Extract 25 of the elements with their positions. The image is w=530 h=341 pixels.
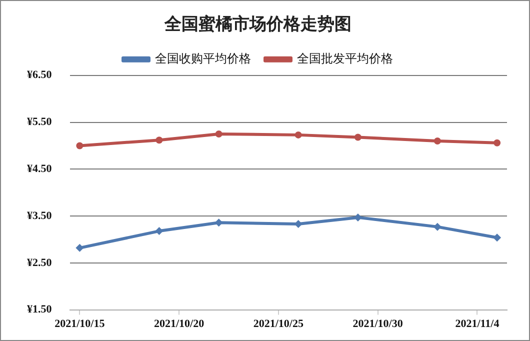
y-tick-label: ¥6.50 — [27, 69, 52, 82]
legend-label: 全国批发平均价格 — [297, 52, 393, 66]
point — [76, 142, 84, 150]
x-tick-label: 2021/11/4 — [455, 318, 500, 330]
x-tick-label: 2021/10/15 — [54, 318, 106, 330]
point — [354, 134, 362, 141]
y-tick-label: ¥4.50 — [27, 163, 52, 176]
point — [433, 222, 442, 231]
point — [156, 136, 163, 144]
chart-title: 全国蜜橘市场价格走势图 — [164, 14, 352, 35]
x-tick-label: 2021/10/30 — [352, 318, 404, 330]
legend-label: 全国收购平均价格 — [155, 52, 251, 66]
x-tick-label: 2021/10/25 — [253, 318, 304, 330]
point — [215, 130, 222, 138]
point — [76, 244, 84, 252]
y-tick-label: ¥1.50 — [27, 304, 52, 316]
x-tick-label: 2021/10/20 — [154, 318, 205, 330]
y-tick-label: ¥5.50 — [27, 116, 52, 128]
y-tick-label: ¥2.50 — [27, 256, 52, 269]
y-tick-label: ¥3.50 — [27, 210, 52, 222]
point — [434, 138, 441, 145]
point — [155, 227, 164, 236]
point — [494, 139, 501, 146]
point — [294, 131, 302, 138]
point — [493, 234, 502, 242]
